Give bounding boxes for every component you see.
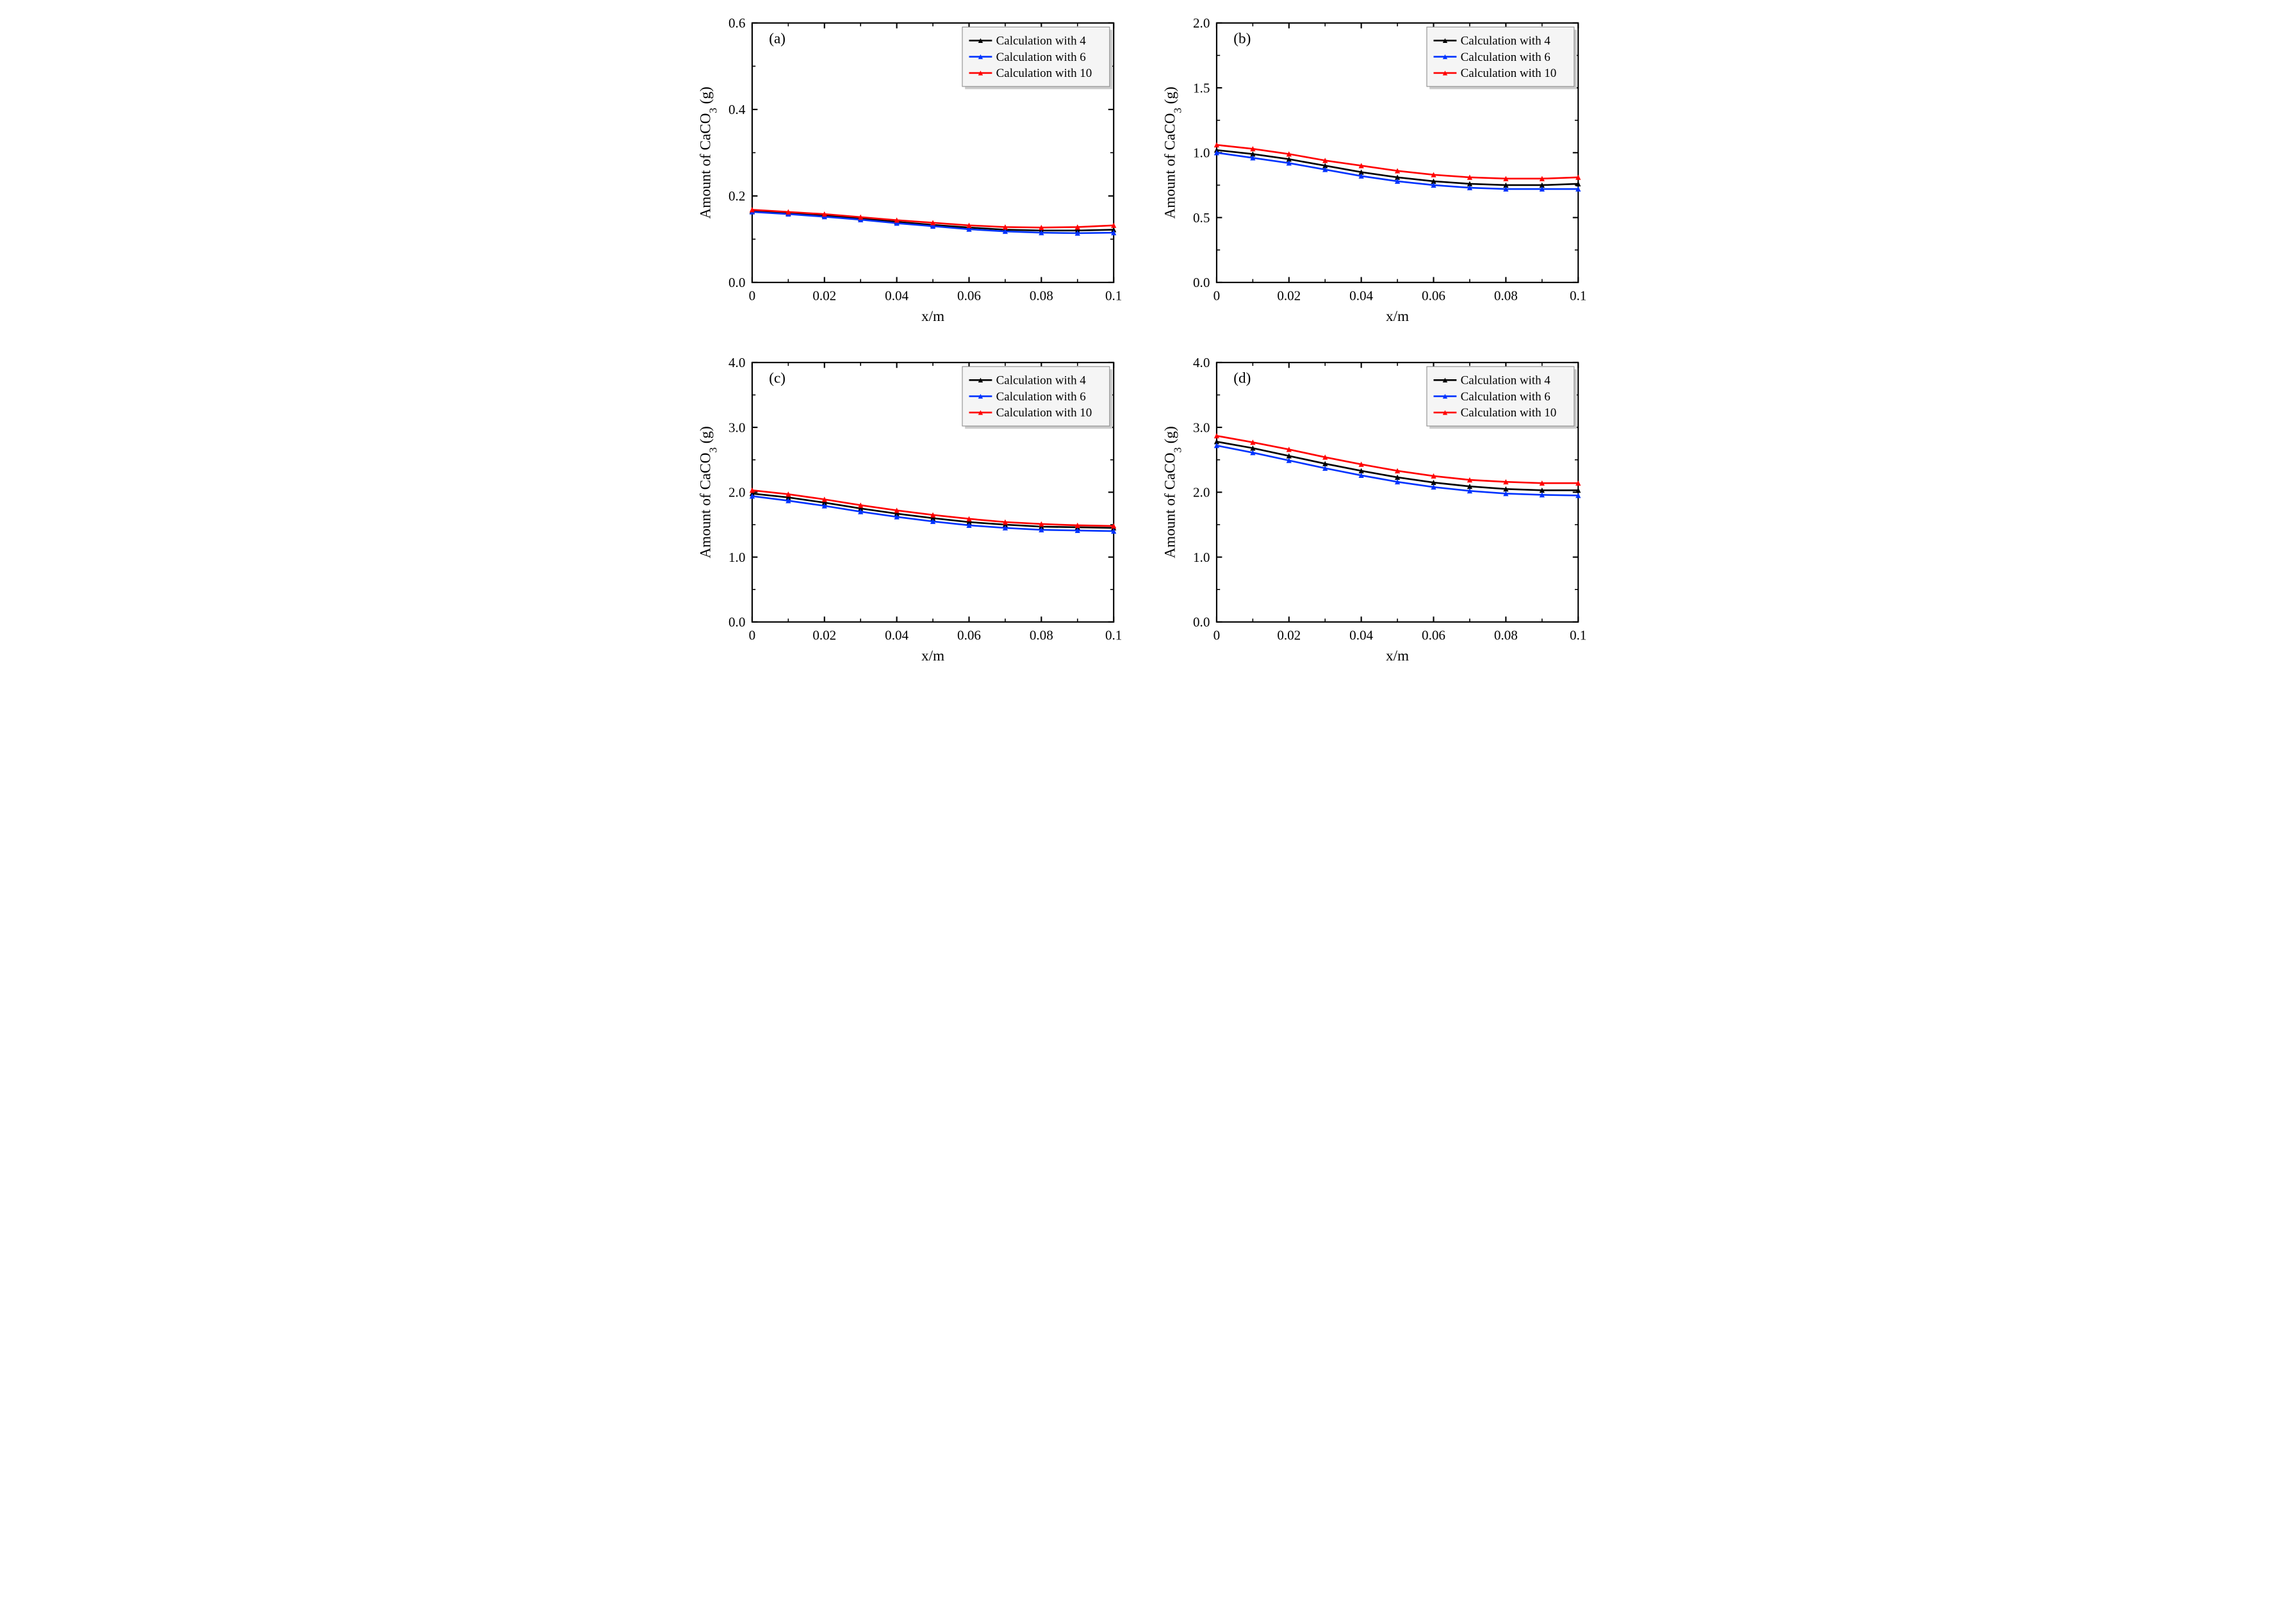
- legend-label: Calculation with 4: [996, 35, 1086, 48]
- x-tick-label: 0.08: [1029, 627, 1053, 643]
- x-tick-label: 0: [1213, 627, 1220, 643]
- y-tick-label: 3.0: [728, 420, 745, 435]
- x-axis-title: x/m: [1386, 308, 1409, 325]
- x-tick-label: 0.02: [1277, 288, 1301, 303]
- x-tick-label: 0.1: [1570, 288, 1586, 303]
- x-tick-label: 0: [748, 288, 755, 303]
- panel-a: 0 0.02 0.04 0.06 0.08 0.1 0.0 0.2 0.4 0.6 x/m Amoun…: [691, 13, 1124, 333]
- panel-b: 0 0.02 0.04 0.06 0.08 0.1 0.0 0.5 1.0 1.5 2.0 x/m Am…: [1156, 13, 1588, 333]
- y-tick-label: 2.0: [1193, 15, 1210, 31]
- x-tick-label: 0.08: [1029, 288, 1053, 303]
- x-tick-label: 0.06: [957, 627, 981, 643]
- x-tick-label: 0.04: [1349, 288, 1373, 303]
- x-tick-label: 0.06: [1422, 627, 1445, 643]
- x-tick-label: 0.04: [885, 288, 909, 303]
- legend-label: Calculation with 10: [1460, 406, 1556, 420]
- x-tick-label: 0: [1213, 288, 1220, 303]
- figure-grid: 0 0.02 0.04 0.06 0.08 0.1 0.0 0.2 0.4 0.6 x/m Amoun…: [691, 13, 1588, 673]
- panel-label: (a): [769, 31, 786, 47]
- x-tick-label: 0.02: [812, 288, 836, 303]
- y-tick-label: 0.0: [728, 614, 745, 630]
- x-tick-label: 0.08: [1493, 288, 1517, 303]
- panel-label: (b): [1233, 31, 1251, 47]
- legend-label: Calculation with 10: [996, 406, 1092, 420]
- legend-label: Calculation with 6: [1460, 390, 1550, 404]
- y-tick-label: 0.0: [728, 275, 745, 290]
- x-tick-label: 0.02: [812, 627, 836, 643]
- x-tick-label: 0.1: [1105, 627, 1122, 643]
- legend-label: Calculation with 4: [996, 374, 1086, 388]
- y-tick-label: 0.0: [1193, 614, 1210, 630]
- y-tick-label: 2.0: [1193, 485, 1210, 500]
- y-tick-label: 0.2: [728, 188, 745, 204]
- x-tick-label: 0.1: [1570, 627, 1586, 643]
- legend-label: Calculation with 6: [996, 390, 1085, 404]
- y-axis-title: Amount of CaCO3 (g): [697, 86, 719, 218]
- y-axis-title: Amount of CaCO3 (g): [1162, 426, 1183, 558]
- legend-label: Calculation with 6: [1460, 51, 1550, 64]
- legend-label: Calculation with 4: [1460, 374, 1551, 388]
- legend-label: Calculation with 10: [996, 67, 1092, 80]
- x-tick-label: 0: [748, 627, 755, 643]
- y-tick-label: 1.0: [1193, 550, 1210, 565]
- y-axis-title: Amount of CaCO3 (g): [697, 426, 719, 558]
- x-tick-label: 0.02: [1277, 627, 1301, 643]
- x-tick-label: 0.04: [885, 627, 909, 643]
- x-axis-title: x/m: [921, 308, 944, 325]
- x-tick-label: 0.06: [1422, 288, 1445, 303]
- x-tick-label: 0.1: [1105, 288, 1122, 303]
- x-tick-label: 0.04: [1349, 627, 1373, 643]
- y-tick-label: 0.4: [728, 102, 746, 117]
- panel-label: (c): [769, 370, 786, 387]
- y-tick-label: 1.0: [1193, 145, 1210, 161]
- legend-label: Calculation with 4: [1460, 35, 1551, 48]
- x-axis-title: x/m: [921, 648, 944, 664]
- y-tick-label: 4.0: [728, 355, 745, 370]
- y-tick-label: 1.0: [728, 550, 745, 565]
- x-tick-label: 0.06: [957, 288, 981, 303]
- y-axis-title: Amount of CaCO3 (g): [1162, 86, 1183, 218]
- y-tick-label: 0.5: [1193, 210, 1210, 226]
- panel-label: (d): [1233, 370, 1251, 387]
- x-tick-label: 0.08: [1493, 627, 1517, 643]
- series-line-2: [1216, 145, 1577, 179]
- y-tick-label: 2.0: [728, 485, 745, 500]
- y-tick-label: 1.5: [1193, 80, 1210, 95]
- y-tick-label: 4.0: [1193, 355, 1210, 370]
- y-tick-label: 0.0: [1193, 275, 1210, 290]
- legend-label: Calculation with 6: [996, 51, 1085, 64]
- panel-c: 0 0.02 0.04 0.06 0.08 0.1 0.0 1.0 2.0 3.0 4.0 x/m Am…: [691, 352, 1124, 673]
- y-tick-label: 0.6: [728, 15, 745, 31]
- legend-label: Calculation with 10: [1460, 67, 1556, 80]
- y-tick-label: 3.0: [1193, 420, 1210, 435]
- x-axis-title: x/m: [1386, 648, 1409, 664]
- panel-d: 0 0.02 0.04 0.06 0.08 0.1 0.0 1.0 2.0 3.0 4.0 x/m Am…: [1156, 352, 1588, 673]
